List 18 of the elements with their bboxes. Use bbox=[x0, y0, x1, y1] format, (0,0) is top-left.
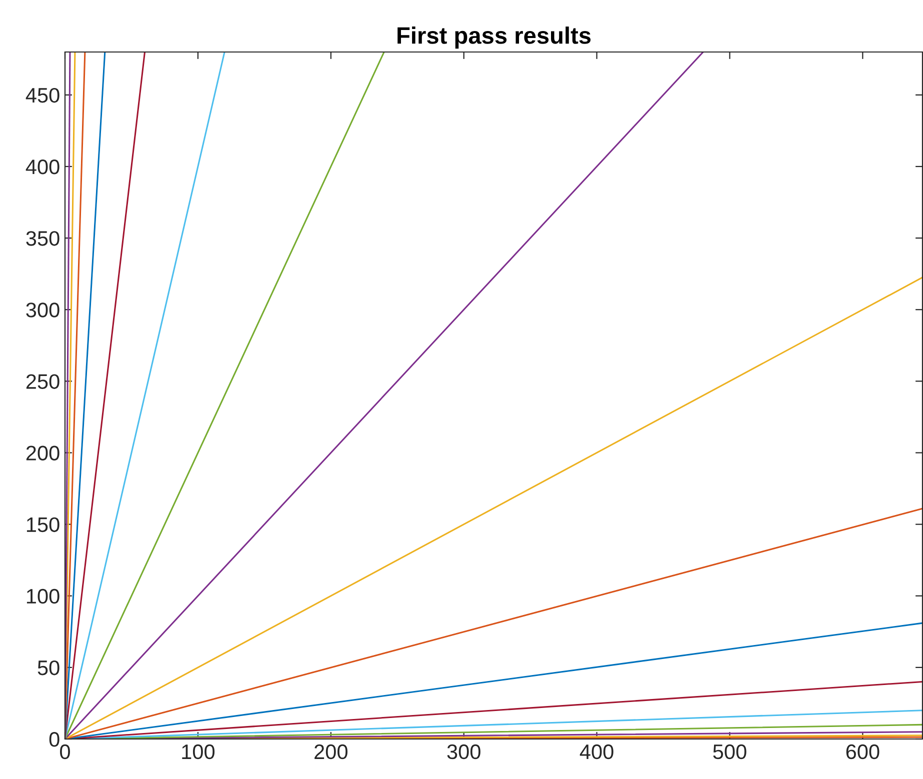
y-tick-label: 350 bbox=[26, 231, 60, 246]
y-tick-label: 0 bbox=[49, 732, 60, 747]
y-tick-label: 200 bbox=[26, 446, 60, 461]
y-tick-label: 100 bbox=[26, 588, 60, 604]
x-tick-label: 500 bbox=[713, 744, 746, 760]
x-tick-label: 200 bbox=[314, 744, 348, 760]
chart-title: First pass results bbox=[398, 26, 591, 49]
x-tick-label: 100 bbox=[182, 744, 215, 760]
x-tick-label: 300 bbox=[447, 744, 480, 760]
x-tick-label: 0 bbox=[60, 744, 70, 760]
y-tick-label: 250 bbox=[26, 374, 60, 389]
x-tick-label: 400 bbox=[580, 744, 614, 760]
y-tick-label: 300 bbox=[26, 302, 60, 318]
x-tick-label: 600 bbox=[846, 744, 880, 760]
y-tick-label: 150 bbox=[26, 517, 60, 532]
y-tick-label: 400 bbox=[26, 160, 60, 174]
y-tick-label: 50 bbox=[38, 660, 60, 676]
y-tick-label: 450 bbox=[26, 88, 60, 103]
